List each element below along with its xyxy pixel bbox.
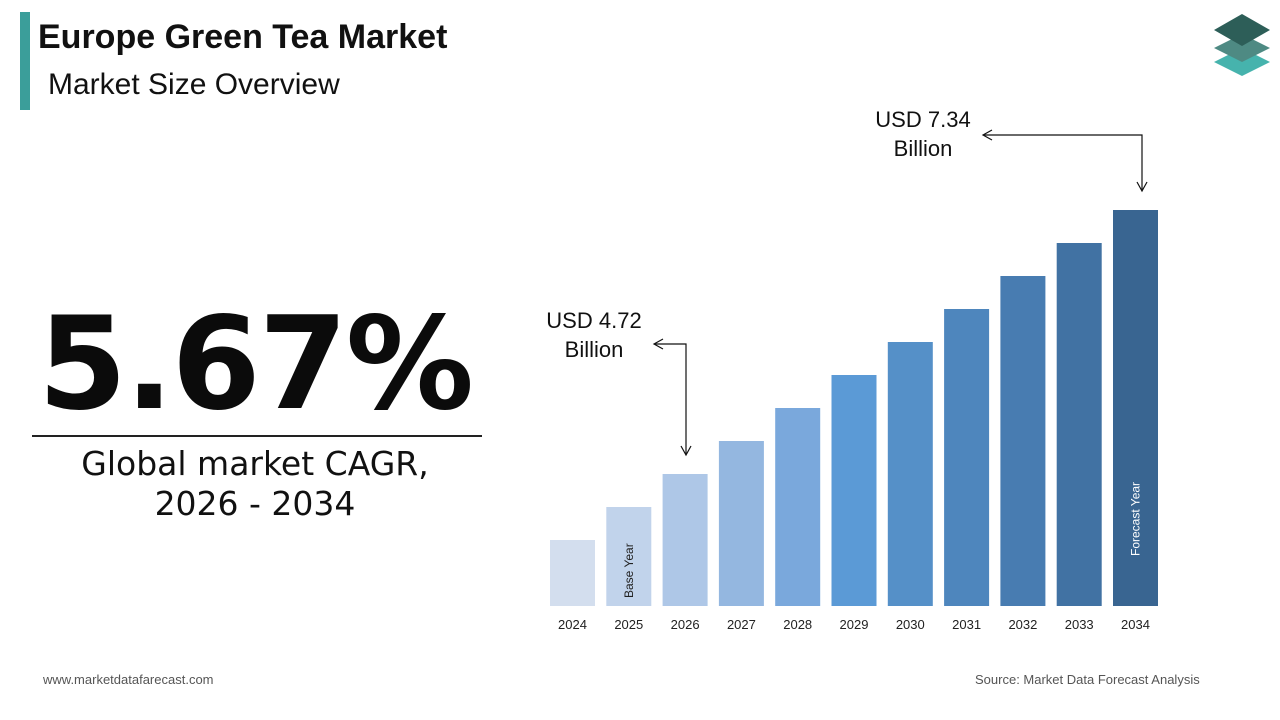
start-callout-arrow-tail xyxy=(652,338,664,350)
bar-2034 xyxy=(1113,210,1158,606)
bars-layer xyxy=(550,210,1158,606)
bar-2032 xyxy=(1000,276,1046,606)
bar-2028 xyxy=(775,408,821,606)
bar-2029 xyxy=(831,375,877,606)
bar-2025 xyxy=(606,507,652,606)
x-tick-label-2026: 2026 xyxy=(671,617,700,632)
x-tick-label-2024: 2024 xyxy=(558,617,587,632)
bar-label-2034: Forecast Year xyxy=(1129,482,1143,556)
cagr-divider xyxy=(32,435,482,437)
x-tick-label-2033: 2033 xyxy=(1065,617,1094,632)
start-callout-arrow-head xyxy=(680,445,692,457)
x-tick-label-2032: 2032 xyxy=(1008,617,1037,632)
start-callout-line1: USD 4.72 xyxy=(546,308,642,333)
start-value-callout: USD 4.72 Billion xyxy=(536,306,652,364)
callout-arrows xyxy=(652,129,1148,457)
start-callout-line2: Billion xyxy=(564,337,624,362)
end-callout-line2: Billion xyxy=(893,136,953,161)
page-subtitle: Market Size Overview xyxy=(48,68,340,101)
end-value-callout: USD 7.34 Billion xyxy=(864,105,982,163)
end-callout-arrow-line xyxy=(984,134,1143,190)
x-tick-label-2025: 2025 xyxy=(614,617,643,632)
x-tick-label-2028: 2028 xyxy=(783,617,812,632)
bar-2027 xyxy=(718,441,764,606)
footer-website: www.marketdatafarecast.com xyxy=(43,672,214,687)
bar-2030 xyxy=(887,342,933,606)
page-title: Europe Green Tea Market xyxy=(38,18,448,56)
x-tick-label-2027: 2027 xyxy=(727,617,756,632)
end-callout-arrow-tail xyxy=(981,129,993,141)
company-logo xyxy=(1214,14,1270,76)
bar-2026 xyxy=(662,474,708,606)
footer-source: Source: Market Data Forecast Analysis xyxy=(975,672,1200,687)
x-tick-label-2030: 2030 xyxy=(896,617,925,632)
bar-label-2025: Base Year xyxy=(622,543,636,598)
bar-2033 xyxy=(1056,243,1102,606)
x-tick-label-2029: 2029 xyxy=(840,617,869,632)
bar-2031 xyxy=(944,309,990,606)
cagr-label: Global market CAGR, 2026 - 2034 xyxy=(20,444,490,524)
cagr-value: 5.67% xyxy=(37,290,474,439)
start-callout-arrow-line xyxy=(655,343,687,454)
end-callout-arrow-head xyxy=(1136,181,1148,193)
x-tick-label-2034: 2034 xyxy=(1121,617,1150,632)
bar-inner-labels: Base Year Forecast Year xyxy=(622,482,1143,598)
end-callout-line1: USD 7.34 xyxy=(875,107,971,132)
logo-layer-top xyxy=(1214,14,1270,46)
logo-layer-middle xyxy=(1214,34,1270,62)
x-tick-labels: 2024 2025 2026 2027 2028 2029 2030 2031 2032 2033… xyxy=(558,617,1150,632)
bar-2024 xyxy=(550,540,595,606)
x-tick-label-2031: 2031 xyxy=(952,617,981,632)
cagr-label-line1: Global market CAGR, xyxy=(81,444,429,483)
cagr-label-line2: 2026 - 2034 xyxy=(154,484,356,523)
title-accent-bar xyxy=(20,12,30,110)
